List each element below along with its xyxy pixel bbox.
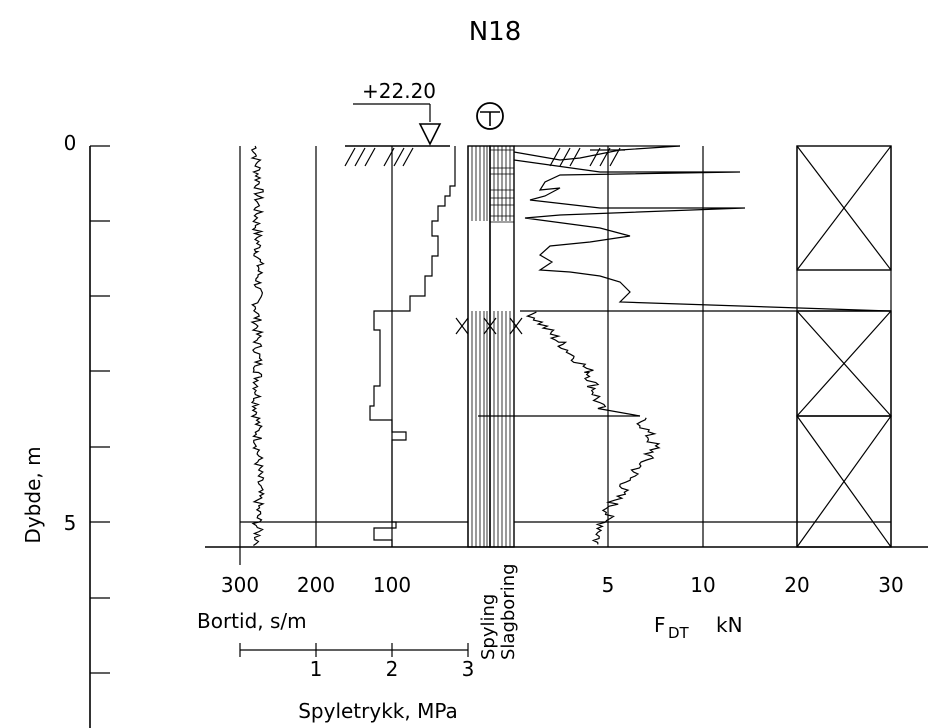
bortid-label: Bortid, s/m — [197, 609, 307, 633]
fdt-trace — [513, 145, 892, 545]
fdt-unit: kN — [716, 613, 743, 637]
fdt-tick-10: 10 — [690, 573, 715, 597]
x-markers — [455, 317, 523, 335]
depth-tick-0: 0 — [64, 131, 77, 155]
bortid-tick-200: 200 — [297, 573, 335, 597]
bortid-tick-labels: 300 200 100 — [221, 573, 411, 597]
fdt-tick-labels: 5 10 20 30 — [602, 573, 904, 597]
bortid-trace — [250, 145, 265, 546]
depth-tick-5: 5 — [64, 511, 77, 535]
method-label-slagboring: Slagboring — [498, 563, 519, 660]
crossed-boxes — [796, 145, 892, 548]
fdt-tick-20: 20 — [784, 573, 809, 597]
elevation-label: +22.20 — [362, 79, 436, 103]
fdt-label-main: F — [654, 613, 666, 637]
diagram-title: N18 — [469, 17, 522, 47]
method-columns — [455, 145, 523, 548]
groundwater-triangle-icon — [418, 123, 442, 146]
bortid-tick-100: 100 — [373, 573, 411, 597]
depth-axis: 0 5 Dybde, m — [21, 131, 110, 728]
spyle-tick-2: 2 — [386, 657, 399, 681]
bortid-tick-300: 300 — [221, 573, 259, 597]
fdt-axis-label: F DT kN — [654, 613, 743, 642]
ground-hatch-left — [344, 145, 450, 167]
slagboring-hatch — [490, 146, 514, 547]
elevation-marker: +22.20 — [353, 79, 442, 146]
circle-t-icon — [476, 102, 504, 130]
bortid-gridlines — [239, 146, 469, 565]
depth-axis-label: Dybde, m — [21, 446, 45, 543]
spyletrykk-label: Spyletrykk, MPa — [298, 699, 458, 723]
fdt-tick-5: 5 — [602, 573, 615, 597]
method-label-spyling: Spyling — [478, 594, 499, 660]
spyletrykk-scale: 1 2 3 — [239, 643, 475, 681]
spyletrykk-trace — [369, 146, 456, 547]
spyle-tick-3: 3 — [462, 657, 475, 681]
fdt-label-sub: DT — [668, 624, 690, 642]
spyling-hatch — [471, 146, 488, 547]
fdt-tick-30: 30 — [878, 573, 903, 597]
spyle-tick-1: 1 — [310, 657, 323, 681]
